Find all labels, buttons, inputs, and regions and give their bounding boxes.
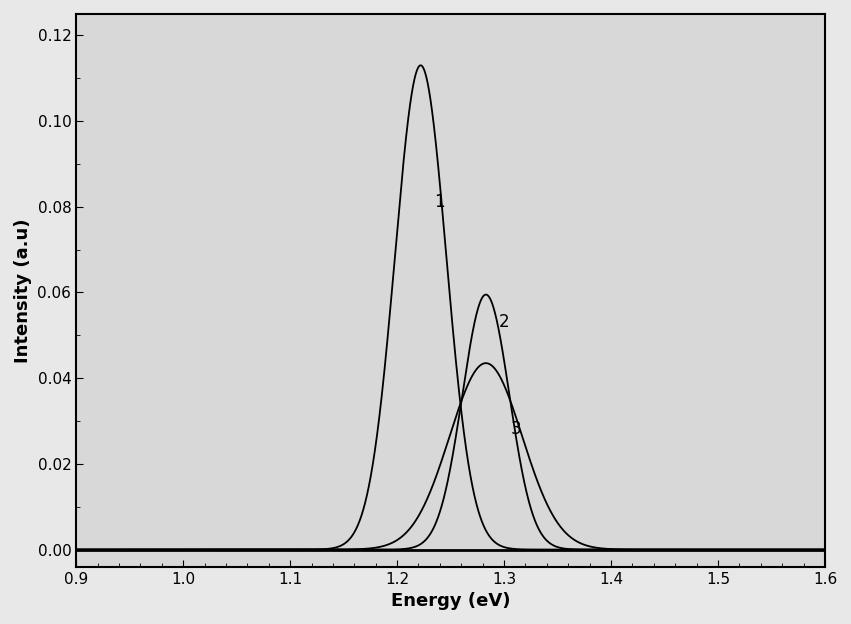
Y-axis label: Intensity (a.u): Intensity (a.u) [14, 218, 31, 363]
Text: 2: 2 [499, 313, 510, 331]
X-axis label: Energy (eV): Energy (eV) [391, 592, 511, 610]
Text: 3: 3 [511, 420, 521, 438]
Text: 1: 1 [435, 193, 445, 211]
